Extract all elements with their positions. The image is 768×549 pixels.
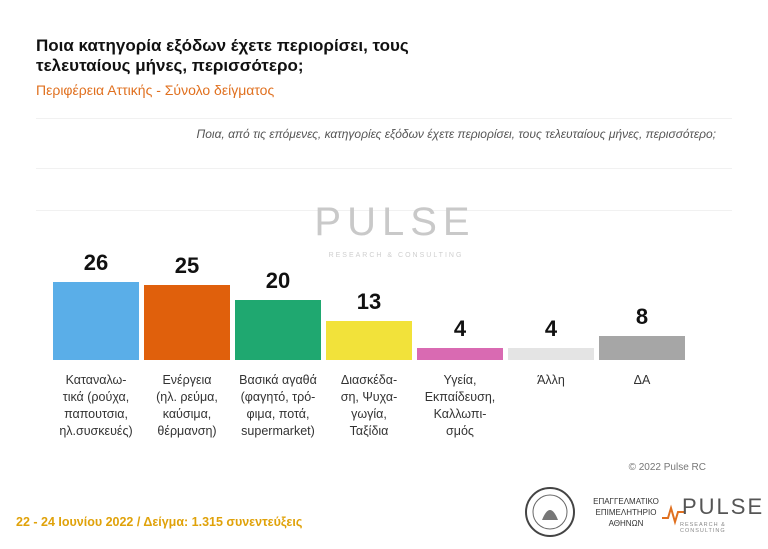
bar-0 — [53, 282, 139, 360]
chamber-line: ΕΠΙΜΕΛΗΤΗΡΙΟ — [595, 508, 657, 517]
bar-1 — [144, 285, 230, 360]
bar-2 — [235, 300, 321, 360]
question-text: Ποια, από τις επόμενες, κατηγορίες εξόδω… — [196, 127, 716, 141]
bar-value-label: 26 — [84, 250, 108, 275]
bar-6 — [599, 336, 685, 360]
copyright-text: © 2022 Pulse RC — [628, 462, 706, 473]
pulse-watermark-subtext: RESEARCH & CONSULTING — [328, 252, 464, 259]
gridline — [36, 210, 732, 211]
survey-date-sample: 22 - 24 Ιουνίου 2022 / Δείγμα: 1.315 συν… — [16, 515, 303, 529]
pulse-logo-subtext: RESEARCH & CONSULTING — [680, 522, 726, 534]
bar-value-label: 8 — [636, 304, 648, 329]
chart-title: Ποια κατηγορία εξόδων έχετε περιορίσει, … — [36, 36, 409, 75]
bar-value-label: 20 — [266, 268, 290, 293]
category-label: Άλλη — [537, 373, 565, 387]
category-label: Ενέργεια (ηλ. ρεύμα, καύσιμα, θέρμανση) — [156, 373, 218, 438]
bar-3 — [326, 321, 412, 360]
category-label: ΔΑ — [634, 373, 651, 387]
chamber-line: ΕΠΑΓΓΕΛΜΑΤΙΚΟ — [593, 497, 659, 506]
pulse-logo: PULSE — [682, 494, 765, 519]
pulse-swoosh-icon — [662, 504, 684, 526]
gridline — [36, 118, 732, 119]
bar-5 — [508, 348, 594, 360]
gridline — [36, 168, 732, 169]
chamber-seal-logo — [525, 487, 575, 537]
bar-4 — [417, 348, 503, 360]
bar-value-label: 4 — [454, 316, 467, 341]
category-label: Διασκέδα-ση, Ψυχα-γωγία, Ταξίδια — [341, 373, 398, 438]
bar-chart: 26 Καταναλω-τικά (ρούχα, παπουτσια, ηλ.συσκ… — [53, 250, 685, 438]
pulse-watermark: PULSE — [314, 200, 476, 244]
bar-value-label: 25 — [175, 253, 199, 278]
bar-value-label: 4 — [545, 316, 558, 341]
bar-value-label: 13 — [357, 289, 381, 314]
chamber-name: ΕΠΑΓΓΕΛΜΑΤΙΚΟ ΕΠΙΜΕΛΗΤΗΡΙΟ ΑΘΗΝΩΝ — [580, 496, 672, 529]
chamber-line: ΑΘΗΝΩΝ — [608, 519, 644, 528]
chart-subtitle: Περιφέρεια Αττικής - Σύνολο δείγματος — [36, 82, 275, 98]
category-label: Καταναλω-τικά (ρούχα, παπουτσια, ηλ.συσκευ… — [59, 373, 132, 438]
category-label: Βασικά αγαθά (φαγητό, τρό-φιμα, ποτά, supe… — [239, 373, 317, 438]
category-label: Υγεία, Εκπαίδευση, Καλλωπι-σμός — [425, 373, 496, 438]
